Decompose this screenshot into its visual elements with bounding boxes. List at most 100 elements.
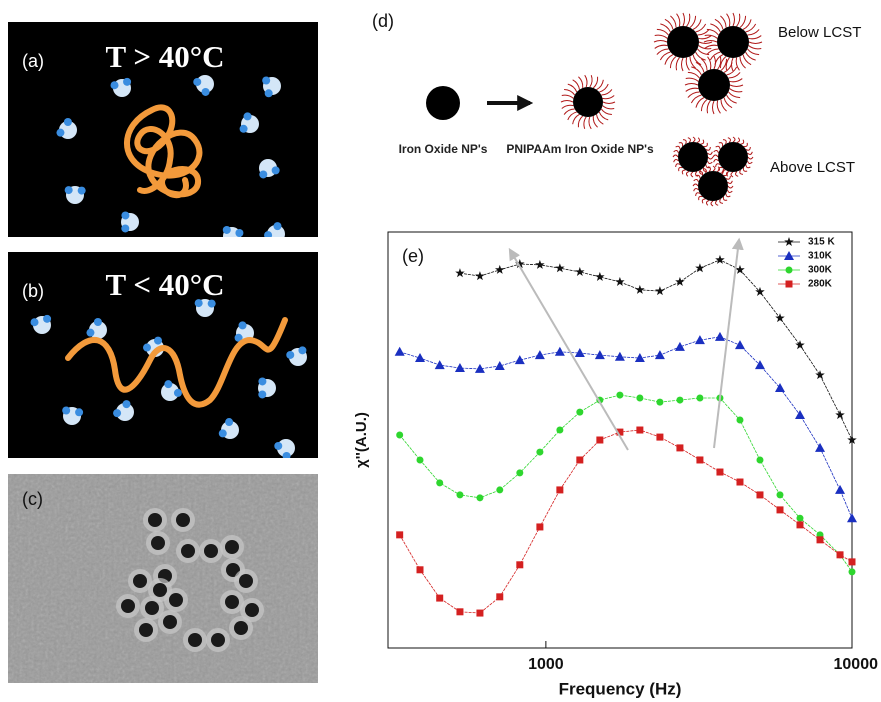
hydrogen xyxy=(235,229,243,237)
polymer-hair xyxy=(694,189,699,192)
hydrogen xyxy=(62,406,70,414)
polymer-hair xyxy=(699,196,703,200)
polymer-hair xyxy=(697,138,700,143)
polymer-hair xyxy=(693,19,701,29)
marker xyxy=(516,469,523,476)
marker xyxy=(556,486,563,493)
x-tick-label: 1000 xyxy=(528,656,564,673)
polymer-hair xyxy=(655,35,668,38)
marker xyxy=(849,558,856,565)
marker xyxy=(715,255,725,264)
marker xyxy=(595,272,605,281)
marker xyxy=(656,399,663,406)
series-line xyxy=(400,337,852,518)
particle xyxy=(181,544,195,558)
marker xyxy=(535,260,545,269)
polymer-hair xyxy=(747,161,752,164)
polymer-hair xyxy=(590,75,592,87)
np-core xyxy=(678,142,708,172)
marker xyxy=(735,340,745,349)
hydrogen xyxy=(31,318,39,326)
polymer-hair xyxy=(721,169,724,173)
polymer-hair xyxy=(713,101,715,114)
polymer-hair xyxy=(706,200,709,205)
marker xyxy=(475,271,485,280)
marker xyxy=(847,513,857,522)
particle xyxy=(245,603,259,617)
polymer-hair xyxy=(740,16,746,28)
marker xyxy=(515,355,525,364)
marker xyxy=(615,277,625,286)
marker xyxy=(795,340,805,349)
polymer-hair xyxy=(701,140,704,144)
figure: (a) T > 40°C (b) T < 40°C (c) (d) Iron O… xyxy=(0,0,881,702)
polymer-hair xyxy=(727,95,737,103)
polymer-hair xyxy=(696,98,704,108)
polymer-hair xyxy=(679,167,683,171)
polymer-hair xyxy=(578,116,582,127)
polymer-hair xyxy=(589,117,591,129)
polymer-hair xyxy=(748,157,753,159)
polymer-hair xyxy=(694,179,699,182)
hydrogen xyxy=(273,222,281,230)
polymer-hair xyxy=(711,201,713,206)
hydrogen xyxy=(265,89,273,97)
legend-label: 315 K xyxy=(808,237,835,248)
polymer-hair xyxy=(676,146,680,149)
hydrogen xyxy=(121,224,129,232)
hydrogen xyxy=(262,76,270,84)
marker xyxy=(675,342,685,351)
polymer-hair xyxy=(728,92,740,98)
polymer-hair xyxy=(706,147,710,150)
polymer-hair xyxy=(749,46,762,49)
marker xyxy=(775,383,785,392)
hydrogen xyxy=(274,442,282,450)
polymer-hair xyxy=(743,19,751,29)
hydrogen xyxy=(113,409,121,417)
polymer-hair xyxy=(749,42,762,44)
marker xyxy=(496,593,503,600)
polymer-hair xyxy=(741,140,744,144)
panel-label: (c) xyxy=(22,489,43,509)
iron-oxide-np xyxy=(426,86,460,120)
marker xyxy=(415,353,425,362)
polymer-hair xyxy=(723,140,726,144)
marker xyxy=(736,479,743,486)
polymer-hair xyxy=(603,102,615,104)
polymer-hair xyxy=(688,138,691,143)
polymer-hair xyxy=(699,42,712,44)
particle xyxy=(153,583,167,597)
polymer-hair xyxy=(597,114,604,124)
polymer-hair xyxy=(603,96,615,99)
marker xyxy=(696,456,703,463)
trend-arrow xyxy=(714,240,739,448)
polymer-hair xyxy=(716,146,720,149)
hydrogen xyxy=(123,78,131,86)
polymer-hair xyxy=(657,29,669,35)
marker xyxy=(797,515,804,522)
np-core xyxy=(573,87,603,117)
trend-arrow xyxy=(510,250,628,450)
particle xyxy=(176,513,190,527)
marker xyxy=(417,566,424,573)
marker xyxy=(786,267,793,274)
polymer-hair xyxy=(691,95,701,103)
polymer-hair xyxy=(730,89,743,92)
marker xyxy=(695,263,705,272)
caption: PNIPAAm Iron Oxide NP's xyxy=(506,142,654,156)
hydrogen xyxy=(75,408,83,416)
marker xyxy=(776,491,783,498)
hydrogen xyxy=(174,389,182,397)
polymer-hair xyxy=(715,19,723,29)
hydrogen xyxy=(193,78,201,86)
polymer-hair xyxy=(701,99,707,111)
polymer-hair xyxy=(727,181,732,184)
polymer-hair xyxy=(714,56,716,69)
hydrogen xyxy=(143,344,151,352)
hydrogen xyxy=(121,211,129,219)
legend-label: 310K xyxy=(808,251,833,262)
polymer-hair xyxy=(721,59,727,71)
polymer-hair xyxy=(665,19,673,29)
polymer-hair xyxy=(593,77,597,88)
marker xyxy=(396,531,403,538)
